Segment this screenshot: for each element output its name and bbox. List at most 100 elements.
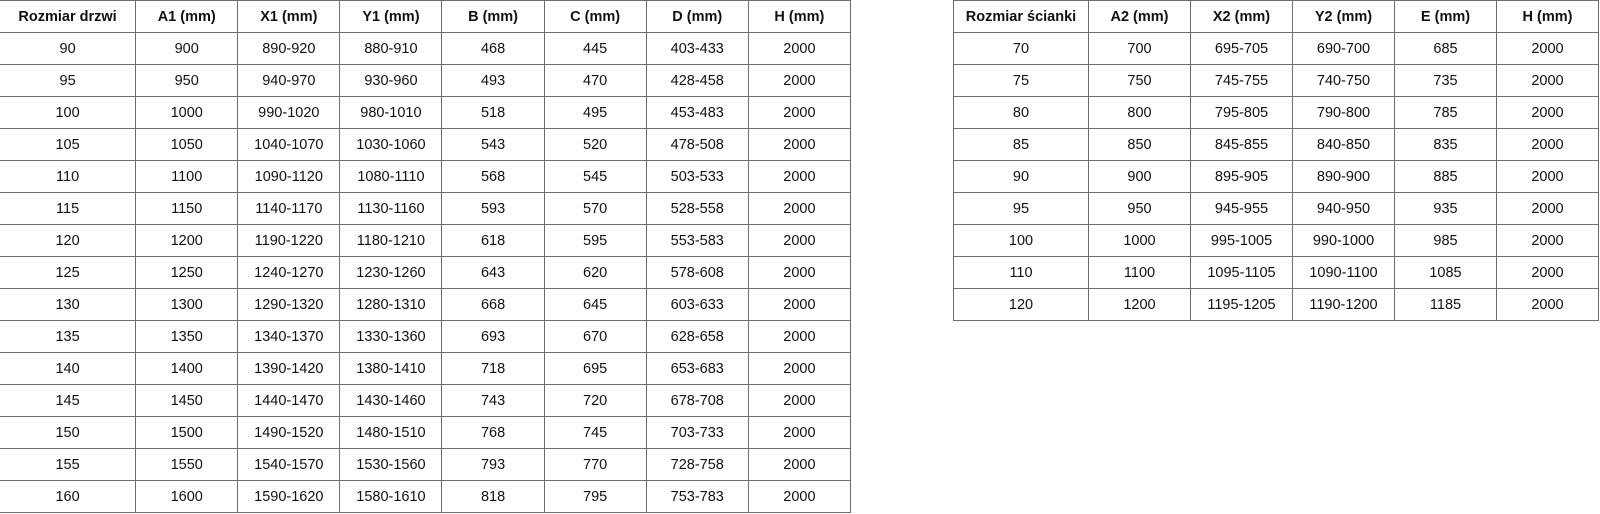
table-cell: 1190-1200 [1292,288,1395,321]
table-cell: 518 [441,96,545,129]
table-cell: 428-458 [645,64,749,97]
table-cell: 668 [441,288,545,321]
table-cell: 1580-1610 [339,480,443,513]
table-cell: 1380-1410 [339,352,443,385]
table-row: 80 800 795-805 790-800 785 2000 [953,96,1599,129]
column-header: X2 (mm) [1190,0,1293,33]
table-cell: 620 [543,256,647,289]
table-row: 130 1300 1290-1320 1280-1310 668 645 603-633 20… [0,288,852,321]
table-cell: 645 [543,288,647,321]
table-cell: 545 [543,160,647,193]
table-cell: 750 [1088,64,1191,97]
table-cell: 125 [0,256,137,289]
table-row: 85 850 845-855 840-850 835 2000 [953,128,1599,161]
table-cell: 940-970 [237,64,341,97]
table-cell: 95 [953,192,1089,225]
table-cell: 890-900 [1292,160,1395,193]
table-cell: 160 [0,480,137,513]
table-cell: 543 [441,128,545,161]
table-cell: 1185 [1394,288,1497,321]
column-header: A2 (mm) [1088,0,1191,33]
column-header: H (mm) [747,0,852,33]
table-cell: 1100 [1088,256,1191,289]
table-cell: 2000 [747,32,852,65]
table-cell: 745-755 [1190,64,1293,97]
table-cell: 1200 [1088,288,1191,321]
table-row: 70 700 695-705 690-700 685 2000 [953,32,1599,65]
table-cell: 593 [441,192,545,225]
table-cell: 703-733 [645,416,749,449]
table-cell: 1600 [135,480,239,513]
table-cell: 768 [441,416,545,449]
column-header: A1 (mm) [135,0,239,33]
column-header: E (mm) [1394,0,1497,33]
table-cell: 720 [543,384,647,417]
table-row: 120 1200 1195-1205 1190-1200 1185 2000 [953,288,1599,321]
table-cell: 1090-1120 [237,160,341,193]
table-cell: 930-960 [339,64,443,97]
column-header: B (mm) [441,0,545,33]
table-cell: 1090-1100 [1292,256,1395,289]
table-cell: 1540-1570 [237,448,341,481]
table-cell: 110 [953,256,1089,289]
table-cell: 785 [1394,96,1497,129]
table-cell: 753-783 [645,480,749,513]
table-cell: 685 [1394,32,1497,65]
table-row: 100 1000 995-1005 990-1000 985 2000 [953,224,1599,257]
table-cell: 1240-1270 [237,256,341,289]
table-cell: 495 [543,96,647,129]
table-cell: 478-508 [645,128,749,161]
table-cell: 1400 [135,352,239,385]
table-cell: 2000 [1496,32,1599,65]
table-cell: 728-758 [645,448,749,481]
column-header: C (mm) [543,0,647,33]
table-cell: 453-483 [645,96,749,129]
table-cell: 1450 [135,384,239,417]
table-cell: 1130-1160 [339,192,443,225]
table-cell: 1150 [135,192,239,225]
table-cell: 695 [543,352,647,385]
table-cell: 1480-1510 [339,416,443,449]
table-cell: 678-708 [645,384,749,417]
table-cell: 2000 [747,160,852,193]
table-cell: 743 [441,384,545,417]
table-cell: 900 [1088,160,1191,193]
table-cell: 1000 [135,96,239,129]
table-cell: 840-850 [1292,128,1395,161]
table-cell: 145 [0,384,137,417]
table-cell: 670 [543,320,647,353]
table-cell: 135 [0,320,137,353]
table-cell: 115 [0,192,137,225]
table-cell: 528-558 [645,192,749,225]
table-cell: 2000 [747,384,852,417]
table-cell: 2000 [747,128,852,161]
table-cell: 1040-1070 [237,128,341,161]
table-cell: 155 [0,448,137,481]
table-cell: 690-700 [1292,32,1395,65]
table-row: 150 1500 1490-1520 1480-1510 768 745 703-733 20… [0,416,852,449]
table-cell: 2000 [747,480,852,513]
table-cell: 2000 [1496,288,1599,321]
table-cell: 75 [953,64,1089,97]
table-cell: 2000 [1496,64,1599,97]
table-row: 155 1550 1540-1570 1530-1560 793 770 728-758 20… [0,448,852,481]
table-cell: 1290-1320 [237,288,341,321]
table-cell: 90 [953,160,1089,193]
table-row: 110 1100 1090-1120 1080-1110 568 545 503-533 20… [0,160,852,193]
table-cell: 895-905 [1190,160,1293,193]
table-cell: 880-910 [339,32,443,65]
table-cell: 80 [953,96,1089,129]
table-cell: 1050 [135,128,239,161]
table-cell: 850 [1088,128,1191,161]
table-cell: 520 [543,128,647,161]
table-cell: 2000 [747,96,852,129]
table-row: 105 1050 1040-1070 1030-1060 543 520 478-508 20… [0,128,852,161]
table-cell: 1590-1620 [237,480,341,513]
table-row: 125 1250 1240-1270 1230-1260 643 620 578-608 20… [0,256,852,289]
column-header: Rozmiar drzwi [0,0,137,33]
table-row: 75 750 745-755 740-750 735 2000 [953,64,1599,97]
wall-size-table: Rozmiar ścianki A2 (mm) X2 (mm) Y2 (mm) E (m… [953,0,1599,321]
table-cell: 950 [1088,192,1191,225]
table-cell: 493 [441,64,545,97]
header-row: Rozmiar drzwi A1 (mm) X1 (mm) Y1 (mm) B (mm)… [0,0,852,33]
